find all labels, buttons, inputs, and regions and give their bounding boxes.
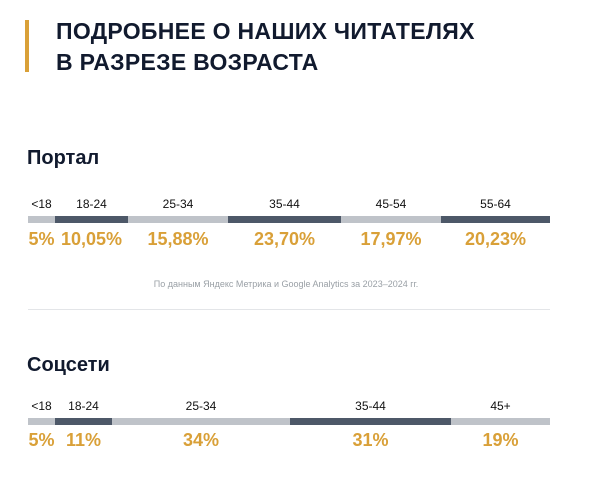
age-label: 25-34: [162, 197, 194, 211]
bar-segment: [112, 418, 290, 425]
bar-segment: [28, 216, 55, 223]
percent-value: 17,97%: [360, 229, 422, 249]
age-label: 45-54: [375, 197, 407, 211]
age-label: 35-44: [269, 197, 300, 211]
bar-segment: [55, 216, 128, 223]
age-label: 55-64: [480, 197, 511, 211]
percent-value: 11%: [65, 430, 102, 450]
percent-value: 19%: [482, 430, 519, 450]
social-bar: [28, 418, 550, 425]
age-label: 35-44: [355, 399, 386, 413]
bar-segment: [341, 216, 441, 223]
bar-segment: [128, 216, 228, 223]
bar-segment: [28, 418, 55, 425]
percent-value: 20,23%: [464, 229, 527, 249]
age-label: 45+: [490, 399, 511, 413]
bar-segment: [451, 418, 550, 425]
accent-bar: [25, 20, 29, 72]
age-label: 18-24: [68, 399, 99, 413]
bar-segment: [55, 418, 112, 425]
percent-value: 23,70%: [253, 229, 316, 249]
portal-bar: [28, 216, 550, 223]
percent-value: 10,05%: [60, 229, 123, 249]
divider: [28, 309, 550, 310]
bar-segment: [228, 216, 341, 223]
social-heading: Соцсети: [27, 354, 110, 376]
age-label: 25-34: [185, 399, 217, 413]
percent-value: 34%: [182, 430, 220, 450]
portal-heading: Портал: [27, 147, 100, 169]
source-note: По данным Яндекс Метрика и Google Analyt…: [153, 279, 419, 289]
percent-value: 31%: [352, 430, 389, 450]
title-line-2: В РАЗРЕЗЕ ВОЗРАСТА: [56, 49, 319, 75]
percent-value: 5%: [28, 430, 55, 450]
age-label: <18: [31, 197, 52, 211]
percent-value: 15,88%: [147, 229, 209, 249]
age-label: 18-24: [76, 197, 107, 211]
bar-segment: [290, 418, 451, 425]
bar-segment: [441, 216, 550, 223]
age-label: <18: [31, 399, 52, 413]
percent-value: 5%: [28, 229, 55, 249]
page-title: ПОДРОБНЕЕ О НАШИХ ЧИТАТЕЛЯХ В РАЗРЕЗЕ ВО…: [56, 16, 475, 78]
title-line-1: ПОДРОБНЕЕ О НАШИХ ЧИТАТЕЛЯХ: [56, 18, 475, 44]
